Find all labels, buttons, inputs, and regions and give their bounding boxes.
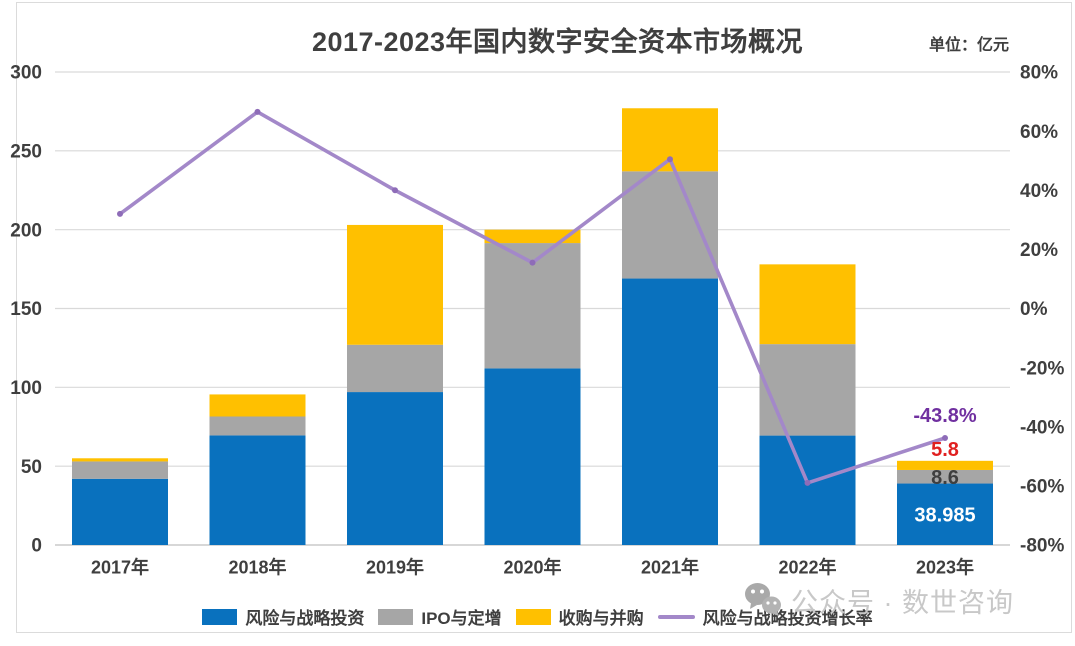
- y2-axis-tick-label: 80%: [1020, 63, 1058, 84]
- bar-segment: [622, 171, 718, 279]
- value-label: 8.6: [931, 467, 959, 489]
- bar-segment: [72, 461, 168, 479]
- y-axis-tick-label: 100: [10, 378, 42, 399]
- legend-line-swatch: [657, 614, 695, 619]
- legend: 风险与战略投资 IPO与定增 收购与并购 风险与战略投资增长率: [0, 604, 1075, 629]
- y-axis-tick-label: 50: [21, 457, 42, 478]
- y2-axis-tick-label: -60%: [1020, 477, 1064, 498]
- legend-color-swatch: [202, 608, 238, 625]
- bar-segment: [347, 224, 443, 345]
- x-axis-tick-label: 2022年: [778, 556, 836, 577]
- bar-segment: [347, 392, 443, 545]
- bar-segment: [759, 344, 856, 436]
- y-axis-tick-label: 200: [10, 220, 42, 241]
- unit-label: 单位：亿元: [928, 37, 1009, 54]
- x-axis-tick-label: 2020年: [503, 556, 561, 577]
- value-label: -43.8%: [913, 405, 977, 427]
- legend-label: 收购与并购: [558, 609, 644, 628]
- x-axis-tick-label: 2018年: [228, 556, 286, 577]
- legend-label: 风险与战略投资增长率: [702, 609, 873, 628]
- y2-axis-tick-label: -80%: [1020, 536, 1064, 557]
- bar-segment: [484, 229, 581, 244]
- x-axis-tick-label: 2019年: [366, 556, 424, 577]
- line-marker: [942, 434, 948, 441]
- y2-axis-tick-label: 0%: [1020, 299, 1048, 320]
- legend-item: 风险与战略投资: [202, 604, 364, 629]
- line-marker: [529, 259, 536, 266]
- x-axis-tick-label: 2017年: [91, 556, 149, 577]
- y2-axis-tick-label: 20%: [1020, 240, 1058, 261]
- bar-segment: [759, 435, 856, 545]
- bar-segment: [759, 264, 856, 345]
- y-axis-tick-label: 0: [31, 536, 42, 557]
- value-label: 38.985: [914, 504, 975, 526]
- value-label: 5.8: [931, 439, 959, 461]
- legend-label: IPO与定增: [421, 609, 502, 628]
- bar-segment: [897, 483, 993, 545]
- x-axis-tick-label: 2023年: [916, 556, 974, 577]
- bar-segment: [897, 460, 993, 470]
- x-axis-tick-label: 2021年: [641, 556, 699, 577]
- y-axis-tick-label: 300: [10, 63, 42, 84]
- bar-segment: [897, 469, 993, 484]
- bar-segment: [209, 435, 306, 545]
- line-marker: [117, 210, 123, 217]
- legend-color-swatch: [378, 608, 414, 625]
- legend-label: 风险与战略投资: [245, 609, 365, 628]
- bar-segment: [209, 394, 306, 417]
- y2-axis-tick-label: -40%: [1020, 417, 1064, 438]
- line-marker: [254, 108, 261, 115]
- bar-segment: [72, 478, 168, 545]
- bar-segment: [209, 416, 306, 436]
- legend-item: 收购与并购: [515, 604, 644, 629]
- bar-segment: [622, 278, 718, 545]
- line-marker: [392, 187, 398, 194]
- legend-color-swatch: [515, 608, 551, 625]
- y2-axis-tick-label: 40%: [1020, 181, 1058, 202]
- legend-item: IPO与定增: [378, 604, 502, 629]
- y2-axis-tick-label: 60%: [1020, 122, 1058, 143]
- y2-axis-tick-label: -20%: [1020, 358, 1064, 379]
- bar-segment: [484, 368, 581, 545]
- chart-title: 2017-2023年国内数字安全资本市场概况: [311, 27, 804, 57]
- bar-segment: [72, 458, 168, 462]
- line-marker: [667, 156, 673, 163]
- line-marker: [804, 479, 811, 486]
- bar-segment: [347, 344, 443, 393]
- y-axis-tick-label: 250: [10, 141, 42, 162]
- legend-item: 风险与战略投资增长率: [657, 604, 873, 629]
- y-axis-tick-label: 150: [10, 299, 42, 320]
- chart-frame-border: [16, 2, 1072, 633]
